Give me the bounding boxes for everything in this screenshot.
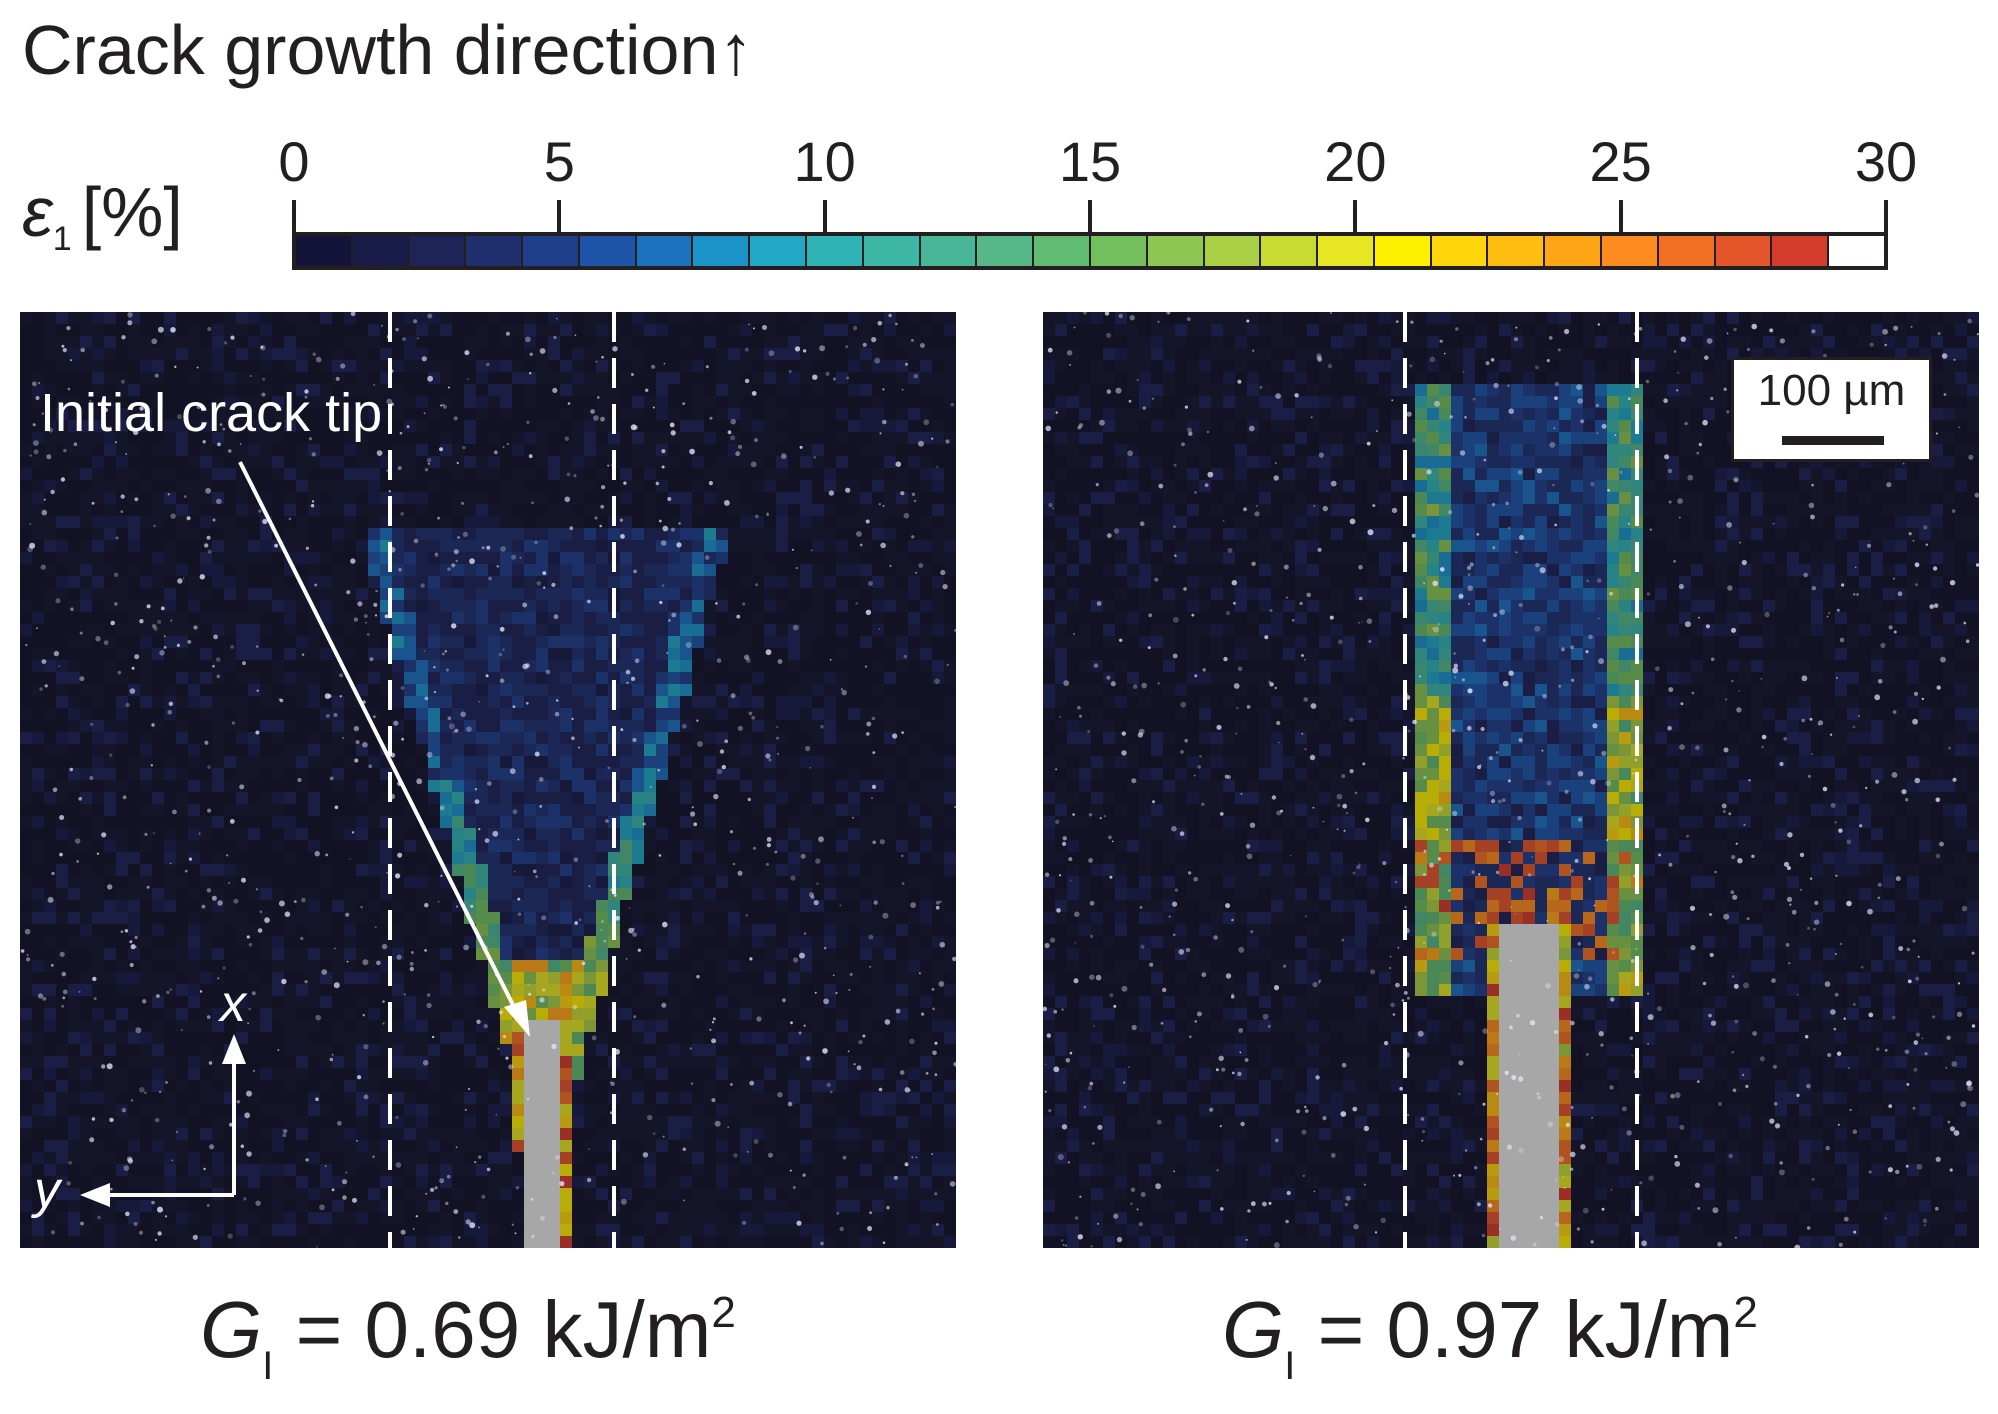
colorbar-cell [1716, 236, 1773, 266]
colorbar-label: ε1 [%] [22, 170, 183, 281]
colorbar-cell [1205, 236, 1262, 266]
colorbar-cell [1829, 236, 1884, 266]
strain-overlay-left [20, 312, 956, 1248]
colorbar-tick-mark [1088, 200, 1092, 234]
colorbar-cell [1318, 236, 1375, 266]
colorbar-tick-mark [823, 200, 827, 234]
colorbar-cell [1261, 236, 1318, 266]
colorbar-tick-mark [557, 200, 561, 234]
colorbar-cell [1772, 236, 1829, 266]
scale-bar-label: 100 µm [1734, 366, 1929, 416]
colorbar-cell [1432, 236, 1489, 266]
colorbar [292, 232, 1888, 270]
colorbar-cell [1488, 236, 1545, 266]
colorbar-cell [921, 236, 978, 266]
colorbar-cell [1375, 236, 1432, 266]
annotation-initial-crack-tip: Initial crack tip [40, 382, 382, 444]
colorbar-cell [523, 236, 580, 266]
colorbar-tick-label: 10 [794, 130, 856, 194]
colorbar-symbol: ε [22, 173, 53, 251]
colorbar-tick-mark [1884, 200, 1888, 234]
g-value: = 0.97 kJ/m [1318, 1285, 1734, 1374]
g-unit-exponent: 2 [1733, 1288, 1757, 1337]
colorbar-tick-mark [292, 200, 296, 234]
scale-bar-line [1782, 436, 1884, 445]
g-symbol: G [1222, 1285, 1284, 1374]
colorbar-cell [353, 236, 410, 266]
colorbar-tick-label: 20 [1324, 130, 1386, 194]
colorbar-cell [807, 236, 864, 266]
colorbar-tick-label: 15 [1059, 130, 1121, 194]
colorbar-unit: [%] [82, 173, 183, 251]
colorbar-cell [580, 236, 637, 266]
g-subscript: I [1284, 1344, 1295, 1388]
colorbar-cell [1148, 236, 1205, 266]
strain-map-left: Initial crack tip x y [20, 312, 956, 1248]
g-subscript: I [262, 1344, 273, 1388]
colorbar-tick-label: 0 [278, 130, 309, 194]
colorbar-tick-label: 5 [544, 130, 575, 194]
colorbar-cell [466, 236, 523, 266]
g-unit-exponent: 2 [711, 1288, 735, 1337]
energy-release-rate-right: GI = 0.97 kJ/m2 [1222, 1282, 1758, 1414]
colorbar-subscript: 1 [53, 220, 72, 258]
figure-title: Crack growth direction↑ [22, 8, 753, 92]
energy-release-rate-left: GI = 0.69 kJ/m2 [200, 1282, 736, 1414]
g-symbol: G [200, 1285, 262, 1374]
colorbar-cell [977, 236, 1034, 266]
colorbar-cell [1545, 236, 1602, 266]
colorbar-cell [296, 236, 353, 266]
colorbar-cell [637, 236, 694, 266]
colorbar-cell [1091, 236, 1148, 266]
strain-map-left-svg [20, 312, 956, 1248]
colorbar-cell [693, 236, 750, 266]
colorbar-tick-label: 25 [1590, 130, 1652, 194]
g-value: = 0.69 kJ/m [296, 1285, 712, 1374]
colorbar-cell [1034, 236, 1091, 266]
colorbar-cell [410, 236, 467, 266]
axis-label-x: x [220, 976, 246, 1032]
scale-bar: 100 µm [1731, 357, 1932, 462]
colorbar-tick-label: 30 [1855, 130, 1917, 194]
colorbar-tick-mark [1353, 200, 1357, 234]
colorbar-tick-mark [1619, 200, 1623, 234]
colorbar-cell [864, 236, 921, 266]
colorbar-cell [750, 236, 807, 266]
colorbar-cell [1659, 236, 1716, 266]
colorbar-cell [1602, 236, 1659, 266]
axis-label-y: y [34, 1162, 60, 1218]
